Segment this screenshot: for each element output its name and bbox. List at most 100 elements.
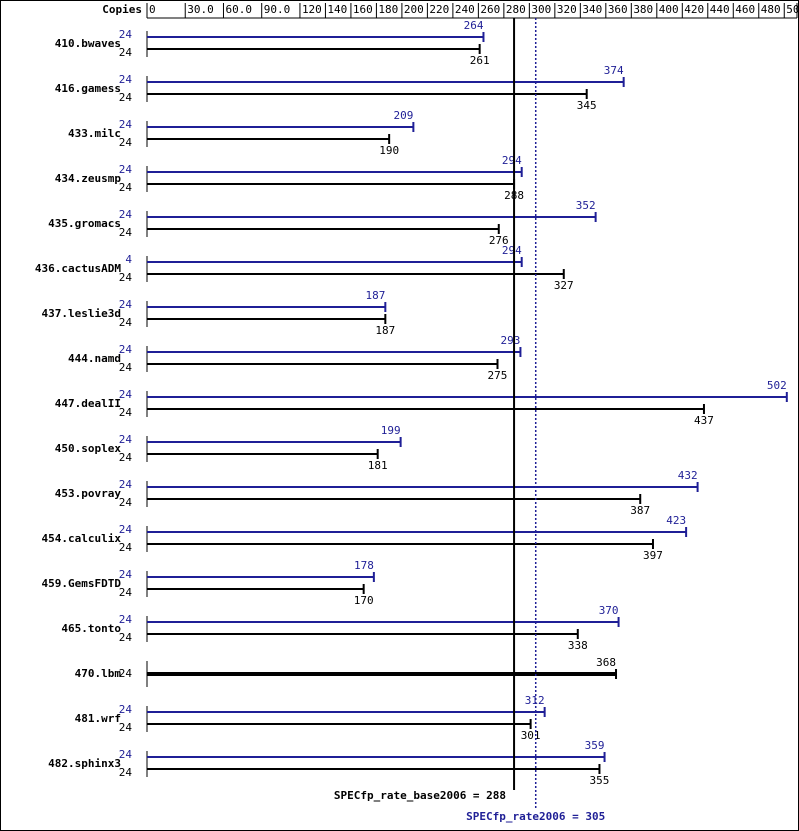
value-label: 359 bbox=[585, 739, 605, 752]
copies-label: 24 bbox=[119, 406, 133, 419]
copies-label: 24 bbox=[119, 478, 133, 491]
x-tick-label: 0 bbox=[149, 3, 156, 16]
reference-label: SPECfp_rate2006 = 305 bbox=[466, 810, 605, 823]
copies-label: 24 bbox=[119, 748, 133, 761]
copies-label: 24 bbox=[119, 721, 133, 734]
value-label: 190 bbox=[379, 144, 399, 157]
value-label: 387 bbox=[630, 504, 650, 517]
value-label: 261 bbox=[470, 54, 490, 67]
x-tick-label: 120 bbox=[302, 3, 322, 16]
copies-label: 24 bbox=[119, 136, 133, 149]
category-label: 436.cactusADM bbox=[35, 262, 121, 275]
copies-label: 24 bbox=[119, 163, 133, 176]
value-label: 209 bbox=[393, 109, 413, 122]
copies-label: 24 bbox=[119, 343, 133, 356]
copies-label: 24 bbox=[119, 271, 133, 284]
value-label: 187 bbox=[375, 324, 395, 337]
value-label: 437 bbox=[694, 414, 714, 427]
value-label: 181 bbox=[368, 459, 388, 472]
category-label: 433.milc bbox=[68, 127, 121, 140]
category-label: 454.calculix bbox=[42, 532, 122, 545]
copies-label: 24 bbox=[119, 388, 133, 401]
copies-header: Copies bbox=[102, 3, 142, 16]
copies-label: 24 bbox=[119, 316, 133, 329]
x-tick-label: 300 bbox=[531, 3, 551, 16]
copies-label: 24 bbox=[119, 181, 133, 194]
value-label: 345 bbox=[577, 99, 597, 112]
category-label: 481.wrf bbox=[75, 712, 121, 725]
copies-label: 24 bbox=[119, 586, 133, 599]
x-tick-label: 280 bbox=[506, 3, 526, 16]
x-tick-label: 380 bbox=[633, 3, 653, 16]
copies-label: 24 bbox=[119, 46, 133, 59]
copies-label: 24 bbox=[119, 541, 133, 554]
value-label: 301 bbox=[521, 729, 541, 742]
category-label: 450.soplex bbox=[55, 442, 122, 455]
value-label: 294 bbox=[502, 244, 522, 257]
category-label: 434.zeusmp bbox=[55, 172, 122, 185]
copies-label: 24 bbox=[119, 226, 133, 239]
copies-label: 24 bbox=[119, 28, 133, 41]
value-label: 264 bbox=[464, 19, 484, 32]
value-label: 294 bbox=[502, 154, 522, 167]
x-tick-label: 220 bbox=[429, 3, 449, 16]
x-tick-label: 420 bbox=[684, 3, 704, 16]
copies-label: 4 bbox=[125, 253, 132, 266]
value-label: 187 bbox=[365, 289, 385, 302]
x-tick-label: 30.0 bbox=[187, 3, 214, 16]
x-tick-label: 340 bbox=[582, 3, 602, 16]
value-label: 293 bbox=[501, 334, 521, 347]
x-tick-label: 480 bbox=[761, 3, 781, 16]
category-label: 444.namd bbox=[68, 352, 121, 365]
category-label: 447.dealII bbox=[55, 397, 121, 410]
x-tick-label: 400 bbox=[659, 3, 679, 16]
copies-label: 24 bbox=[119, 631, 133, 644]
x-tick-label: 90.0 bbox=[264, 3, 291, 16]
copies-label: 24 bbox=[119, 703, 133, 716]
value-label: 327 bbox=[554, 279, 574, 292]
category-label: 465.tonto bbox=[61, 622, 121, 635]
value-label: 432 bbox=[678, 469, 698, 482]
x-tick-label: 320 bbox=[557, 3, 577, 16]
x-tick-label: 140 bbox=[327, 3, 347, 16]
copies-label: 24 bbox=[119, 766, 133, 779]
value-label: 312 bbox=[525, 694, 545, 707]
value-label: 338 bbox=[568, 639, 588, 652]
category-label: 435.gromacs bbox=[48, 217, 121, 230]
value-label: 374 bbox=[604, 64, 624, 77]
category-label: 453.povray bbox=[55, 487, 122, 500]
copies-label: 24 bbox=[119, 568, 133, 581]
value-label: 370 bbox=[599, 604, 619, 617]
x-tick-label: 460 bbox=[735, 3, 755, 16]
x-tick-label: 240 bbox=[455, 3, 475, 16]
copies-label: 24 bbox=[119, 361, 133, 374]
copies-label: 24 bbox=[119, 433, 133, 446]
value-label: 170 bbox=[354, 594, 374, 607]
x-tick-label: 500 bbox=[786, 3, 799, 16]
value-label: 178 bbox=[354, 559, 374, 572]
x-tick-label: 260 bbox=[480, 3, 500, 16]
category-label: 470.lbm bbox=[75, 667, 122, 680]
category-label: 410.bwaves bbox=[55, 37, 121, 50]
value-label: 368 bbox=[596, 656, 616, 669]
reference-label: SPECfp_rate_base2006 = 288 bbox=[334, 789, 506, 802]
x-tick-label: 160 bbox=[353, 3, 373, 16]
category-label: 437.leslie3d bbox=[42, 307, 121, 320]
value-label: 199 bbox=[381, 424, 401, 437]
value-label: 423 bbox=[666, 514, 686, 527]
x-tick-label: 180 bbox=[378, 3, 398, 16]
x-tick-label: 440 bbox=[710, 3, 730, 16]
x-tick-label: 360 bbox=[608, 3, 628, 16]
x-tick-label: 60.0 bbox=[225, 3, 252, 16]
category-label: 416.gamess bbox=[55, 82, 121, 95]
copies-label: 24 bbox=[119, 73, 133, 86]
copies-label: 24 bbox=[119, 298, 133, 311]
value-label: 276 bbox=[489, 234, 509, 247]
category-label: 482.sphinx3 bbox=[48, 757, 121, 770]
copies-label: 24 bbox=[119, 208, 133, 221]
copies-label: 24 bbox=[119, 91, 133, 104]
value-label: 275 bbox=[488, 369, 508, 382]
